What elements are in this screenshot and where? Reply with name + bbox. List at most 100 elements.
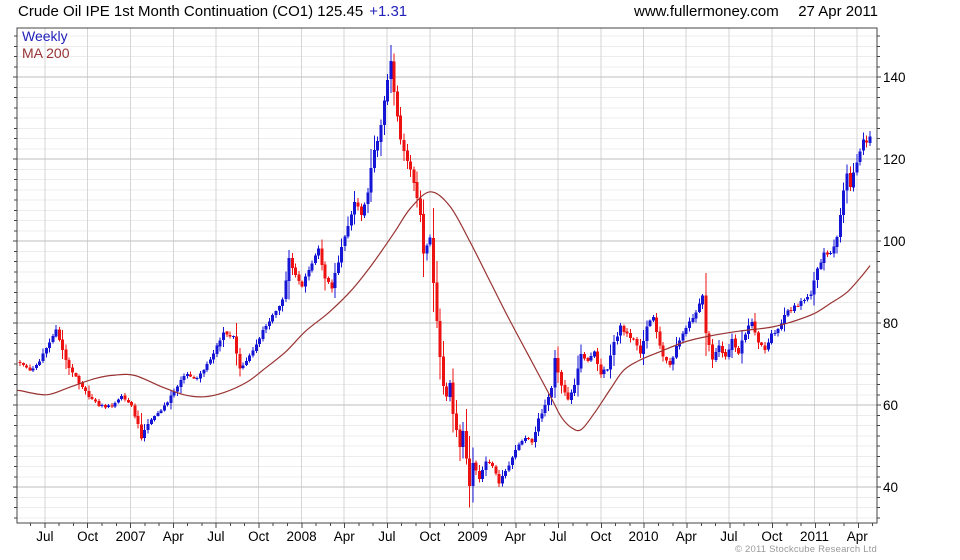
candle-up: [543, 399, 547, 417]
candle-down: [71, 363, 75, 377]
x-tick-label: Apr: [505, 529, 527, 544]
candle-up: [372, 135, 376, 173]
candle-up: [701, 293, 705, 309]
candle-up: [366, 187, 370, 213]
candle-down: [638, 338, 642, 359]
candle-down: [760, 341, 764, 347]
candle-up: [546, 393, 550, 412]
candle-up: [176, 384, 180, 397]
candle-down: [563, 380, 567, 396]
candle-down: [392, 53, 396, 106]
candle-up: [681, 330, 685, 344]
candle-up: [573, 378, 577, 396]
candle-up: [727, 343, 731, 360]
candle-down: [130, 401, 134, 407]
x-tick-label: 2011: [800, 529, 829, 544]
candle-down: [103, 404, 107, 410]
candle-down: [359, 203, 363, 221]
candle-down: [707, 331, 711, 352]
chart-title: Crude Oil IPE 1st Month Continuation (CO…: [18, 3, 407, 23]
x-tick-label: Oct: [419, 529, 440, 544]
candle-down: [432, 207, 436, 313]
candle-up: [822, 247, 826, 271]
candle-up: [241, 362, 245, 370]
candle-up: [612, 335, 616, 366]
candle-down: [635, 337, 639, 351]
candle-up: [284, 271, 288, 302]
x-tick-label: Apr: [163, 529, 185, 544]
candle-up: [481, 466, 485, 482]
candle-down: [825, 250, 829, 258]
candle-up: [747, 318, 751, 339]
candle-down: [74, 372, 78, 377]
candle-up: [461, 421, 465, 459]
candle-down: [625, 328, 629, 338]
candle-down: [733, 334, 737, 352]
candle-down: [796, 303, 800, 307]
candle-up: [317, 245, 321, 259]
candle-up: [609, 344, 613, 379]
candle-down: [228, 331, 232, 339]
candle-down: [90, 394, 94, 400]
candle-up: [346, 216, 350, 239]
candle-up: [540, 408, 544, 422]
candle-down: [21, 362, 25, 367]
candle-down: [582, 352, 586, 361]
x-tick-label: Jul: [207, 529, 224, 544]
candle-down: [323, 261, 327, 291]
candle-down: [402, 133, 406, 161]
candle-down: [133, 403, 137, 419]
candle-up: [533, 426, 537, 448]
website-label: www.fullermoney.com: [634, 3, 779, 20]
candle-up: [523, 435, 527, 443]
candle-up: [369, 148, 373, 203]
x-tick-label: 2008: [287, 529, 317, 544]
legend-ma200: MA 200: [22, 45, 70, 61]
candle-down: [235, 323, 239, 366]
candle-up: [277, 305, 281, 315]
candle-up: [809, 290, 813, 300]
candle-up: [858, 148, 862, 166]
candle-up: [651, 315, 655, 322]
candle-up: [802, 298, 806, 304]
candle-up: [425, 243, 429, 261]
candle-down: [628, 329, 632, 343]
candle-down: [126, 397, 130, 404]
ma200-line: [17, 191, 871, 432]
candle-up: [845, 164, 849, 204]
candle-up: [162, 402, 166, 412]
candle-down: [61, 329, 65, 360]
candle-up: [448, 380, 452, 402]
x-tick-label: 2009: [458, 529, 488, 544]
candle-down: [405, 144, 409, 170]
candle-up: [537, 412, 541, 437]
candle-up: [44, 347, 48, 358]
candle-down: [192, 375, 196, 380]
x-tick-label: Jul: [720, 529, 737, 544]
candle-down: [477, 465, 481, 483]
candle-up: [313, 253, 317, 266]
candle-up: [287, 250, 291, 300]
candle-down: [320, 239, 324, 271]
candle-down: [300, 280, 304, 288]
candle-down: [497, 469, 501, 487]
candle-up: [500, 469, 504, 487]
candle-up: [349, 211, 353, 231]
candle-up: [205, 361, 209, 372]
candle-down: [658, 326, 662, 350]
candle-down: [848, 166, 852, 191]
candle-up: [750, 318, 754, 329]
y-tick-label: 40: [883, 480, 898, 495]
candle-up: [852, 163, 856, 192]
candle-down: [67, 357, 71, 375]
candle-up: [100, 403, 104, 408]
candle-up: [471, 447, 475, 503]
candle-down: [139, 413, 143, 441]
candle-up: [182, 373, 186, 384]
candle-up: [113, 401, 117, 408]
candle-down: [84, 386, 88, 395]
y-tick-label: 140: [883, 70, 906, 85]
candle-down: [724, 349, 728, 360]
candle-up: [333, 262, 337, 299]
